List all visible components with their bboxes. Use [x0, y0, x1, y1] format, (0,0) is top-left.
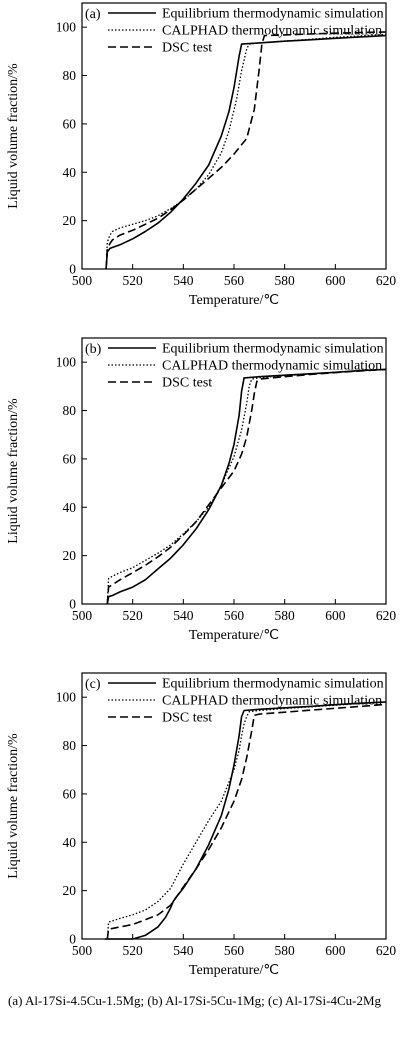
plot-frame: [81, 337, 387, 605]
panel-tag: (c): [85, 677, 101, 692]
chart-panel: 500 520 540 560 580 600 620 0 20 40 60 80 100 Tempera…: [6, 2, 397, 308]
x-tick-label: 500: [72, 273, 93, 288]
x-tick-label: 580: [275, 273, 296, 288]
x-tick-label: 560: [224, 943, 245, 958]
legend-label: CALPHAD thermodynamic simulation: [162, 359, 382, 374]
series-line-dashed: [106, 368, 387, 605]
legend-label: DSC test: [162, 711, 212, 726]
series-line-solid: [105, 34, 387, 270]
chart-panel: 500 520 540 560 580 600 620 0 20 40 60 80 100 Tempera…: [6, 337, 397, 643]
series-line-dashed: [106, 703, 387, 940]
y-tick-label: 60: [63, 116, 77, 131]
legend-label: Equilibrium thermodynamic simulation: [162, 7, 384, 22]
chart-panel: 500 520 540 560 580 600 620 0 20 40 60 80 100 Tempera…: [6, 672, 397, 978]
x-tick-label: 620: [376, 943, 397, 958]
plot-frame: [81, 672, 387, 940]
y-tick-label: 20: [63, 548, 77, 563]
legend-label: CALPHAD thermodynamic simulation: [162, 24, 382, 39]
series-line-dotted: [106, 701, 387, 940]
y-axis-label: Liquid volume fraction/%: [6, 398, 21, 544]
series-line-dashed: [105, 31, 387, 270]
x-axis-label: Temperature/℃: [189, 293, 279, 308]
panel-tag: (b): [85, 342, 102, 357]
y-tick-label: 80: [63, 403, 77, 418]
x-tick-label: 520: [123, 273, 144, 288]
x-tick-label: 500: [72, 608, 93, 623]
x-tick-label: 520: [123, 943, 144, 958]
legend-label: Equilibrium thermodynamic simulation: [162, 677, 384, 692]
y-tick-label: 0: [69, 932, 76, 947]
y-tick-label: 80: [63, 738, 77, 753]
x-tick-label: 620: [376, 608, 397, 623]
figure-caption: (a) Al-17Si-4.5Cu-1.5Mg; (b) Al-17Si-5Cu…: [8, 993, 382, 1008]
y-axis-label: Liquid volume fraction/%: [6, 63, 21, 209]
panel-tag: (a): [85, 7, 101, 22]
x-tick-label: 580: [275, 608, 296, 623]
x-tick-label: 540: [173, 608, 194, 623]
x-tick-label: 620: [376, 273, 397, 288]
figure: 500 520 540 560 580 600 620 0 20 40 60 80 100 Tempera…: [6, 2, 397, 978]
x-axis-label: Temperature/℃: [189, 963, 279, 978]
y-tick-label: 20: [63, 883, 77, 898]
x-tick-label: 600: [325, 608, 346, 623]
y-tick-label: 100: [56, 20, 77, 35]
x-tick-label: 500: [72, 943, 93, 958]
charts-svg: 500 520 540 560 580 600 620020406080100Tempera…: [6, 2, 397, 978]
y-tick-label: 60: [63, 451, 77, 466]
series-line-dotted: [105, 33, 387, 270]
legend-label: Equilibrium thermodynamic simulation: [162, 342, 384, 357]
x-tick-label: 560: [224, 273, 245, 288]
series-line-solid: [106, 368, 387, 605]
y-tick-label: 40: [63, 835, 77, 850]
legend-label: DSC test: [162, 376, 212, 391]
y-tick-label: 80: [63, 68, 77, 83]
y-tick-label: 100: [56, 690, 77, 705]
y-tick-label: 100: [56, 355, 77, 370]
x-tick-label: 600: [325, 943, 346, 958]
x-tick-label: 600: [325, 273, 346, 288]
plot-frame: [81, 2, 387, 270]
y-axis-label: Liquid volume fraction/%: [6, 733, 21, 879]
y-tick-label: 0: [69, 597, 76, 612]
x-tick-label: 580: [275, 943, 296, 958]
legend-label: CALPHAD thermodynamic simulation: [162, 694, 382, 709]
legend-label: DSC test: [162, 41, 212, 56]
y-tick-label: 20: [63, 213, 77, 228]
y-tick-label: 40: [63, 165, 77, 180]
y-tick-label: 0: [69, 262, 76, 277]
x-tick-label: 540: [173, 943, 194, 958]
y-tick-label: 60: [63, 786, 77, 801]
x-tick-label: 560: [224, 608, 245, 623]
x-tick-label: 520: [123, 608, 144, 623]
x-tick-label: 540: [173, 273, 194, 288]
series-line-dotted: [106, 368, 387, 605]
y-tick-label: 40: [63, 500, 77, 515]
x-axis-label: Temperature/℃: [189, 628, 279, 643]
series-line-solid: [104, 701, 387, 940]
